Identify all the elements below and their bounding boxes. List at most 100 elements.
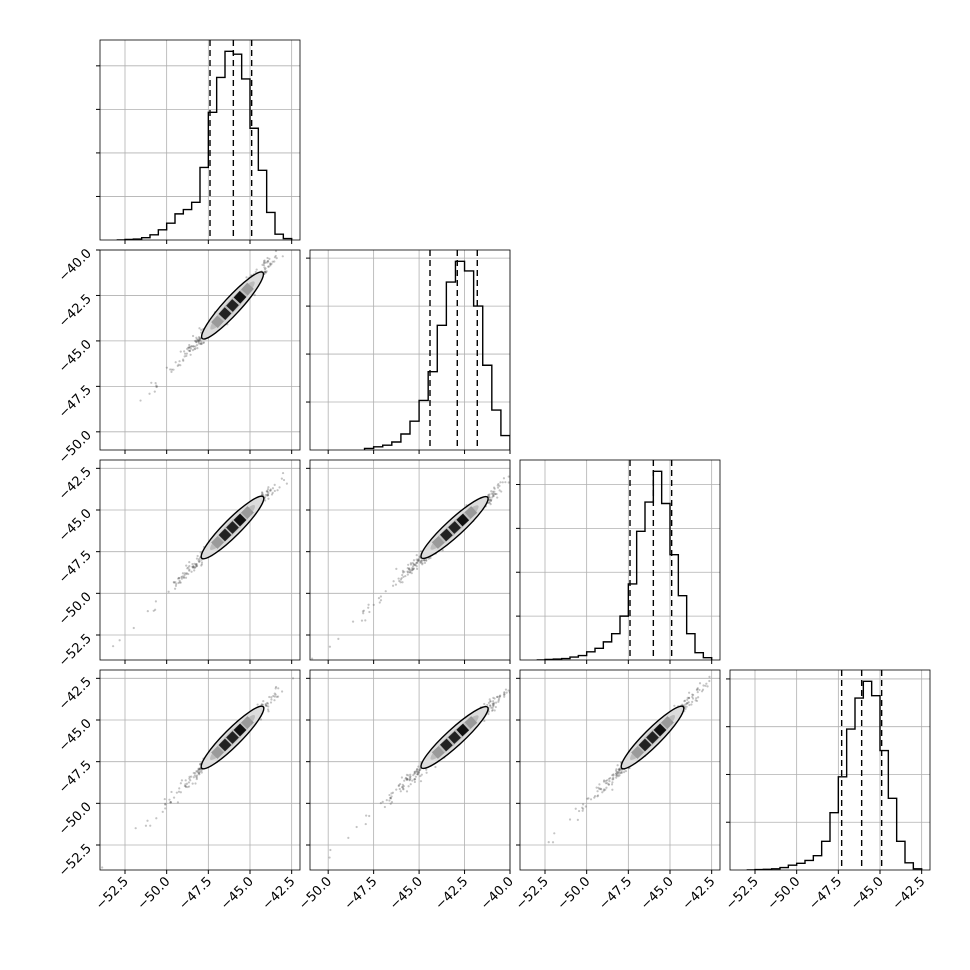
sample-point [686, 698, 689, 701]
sample-point [492, 704, 495, 707]
sample-point [413, 778, 416, 781]
sample-point [402, 788, 405, 791]
sample-point [269, 489, 272, 492]
sample-point [197, 771, 200, 774]
sample-point [497, 700, 500, 703]
sample-point [617, 768, 620, 771]
sample-point [412, 563, 416, 566]
sample-point [266, 493, 270, 497]
histogram-step-line [116, 50, 293, 240]
sample-point [263, 259, 266, 262]
sample-point [502, 477, 506, 480]
sample-point [687, 696, 691, 700]
sample-point [187, 346, 190, 349]
sample-point [419, 561, 422, 564]
sample-point [256, 703, 259, 706]
sample-point [269, 701, 273, 704]
sample-point [192, 776, 195, 779]
sample-point [401, 569, 405, 572]
sample-point [266, 488, 270, 491]
sample-point [419, 550, 423, 553]
sample-point [191, 562, 194, 566]
sample-point [285, 482, 288, 485]
sample-point [618, 774, 621, 777]
sample-point [195, 564, 199, 567]
sample-point [150, 381, 153, 384]
sample-point [423, 561, 427, 564]
sample-point [261, 263, 264, 266]
sample-point [612, 774, 615, 777]
sample-point [619, 771, 623, 774]
sample-point [412, 567, 416, 570]
sample-point [310, 657, 314, 660]
panel-frame [99, 669, 301, 871]
sample-point [190, 570, 193, 573]
sample-point [194, 782, 197, 785]
sample-point [187, 346, 190, 349]
sample-point [181, 358, 185, 361]
sample-point [198, 339, 201, 342]
sample-point [495, 492, 498, 496]
sample-point [407, 571, 410, 574]
sample-point [194, 345, 197, 348]
sample-point [615, 772, 618, 775]
sample-point [176, 364, 179, 367]
scatter-points-group [310, 475, 510, 660]
sample-point [379, 802, 382, 805]
sample-point [263, 268, 267, 271]
sample-point [264, 270, 267, 273]
sample-point [264, 271, 268, 274]
sample-point [360, 619, 364, 622]
sample-point [364, 822, 367, 826]
sample-point [415, 567, 419, 570]
sample-point [195, 770, 198, 773]
sample-point [199, 338, 202, 341]
sample-point [188, 777, 191, 780]
sample-point [568, 818, 572, 821]
sample-point [155, 384, 158, 387]
sample-point [198, 773, 201, 776]
sample-point [180, 779, 184, 782]
sample-point [685, 702, 688, 705]
sample-point [684, 703, 687, 706]
sample-point [496, 486, 500, 489]
sample-point [178, 360, 181, 363]
scatter-panel-r1-c0 [96, 249, 301, 454]
sample-point [502, 693, 506, 696]
sample-point [687, 701, 690, 704]
sample-point [492, 494, 495, 498]
sample-point [273, 256, 277, 259]
sample-point [415, 768, 419, 771]
sample-point [488, 698, 491, 701]
sample-point [271, 491, 274, 494]
sample-point [691, 693, 694, 696]
histogram-panel-2 [306, 249, 511, 454]
sample-point [411, 565, 415, 568]
sample-point [183, 572, 187, 575]
sample-point [611, 774, 614, 777]
sample-point [280, 690, 284, 693]
sample-point [425, 768, 428, 771]
sample-point [409, 773, 412, 776]
sample-point [188, 343, 191, 347]
sample-point [164, 803, 167, 806]
sample-point [496, 484, 499, 487]
sample-point [416, 773, 419, 776]
sample-point [500, 490, 503, 493]
sample-point [276, 489, 279, 492]
sample-point [198, 767, 201, 771]
sample-point [187, 781, 191, 784]
sample-point [421, 563, 424, 566]
sample-point [497, 483, 500, 486]
sample-point [267, 491, 270, 495]
sample-point [132, 626, 135, 630]
sample-point [397, 784, 400, 788]
sample-point [260, 703, 263, 706]
sample-point [612, 773, 615, 776]
sample-point [417, 559, 420, 563]
sample-point [395, 788, 398, 791]
sample-point [407, 774, 410, 777]
panel-frame [309, 669, 511, 871]
sample-point [397, 577, 400, 580]
